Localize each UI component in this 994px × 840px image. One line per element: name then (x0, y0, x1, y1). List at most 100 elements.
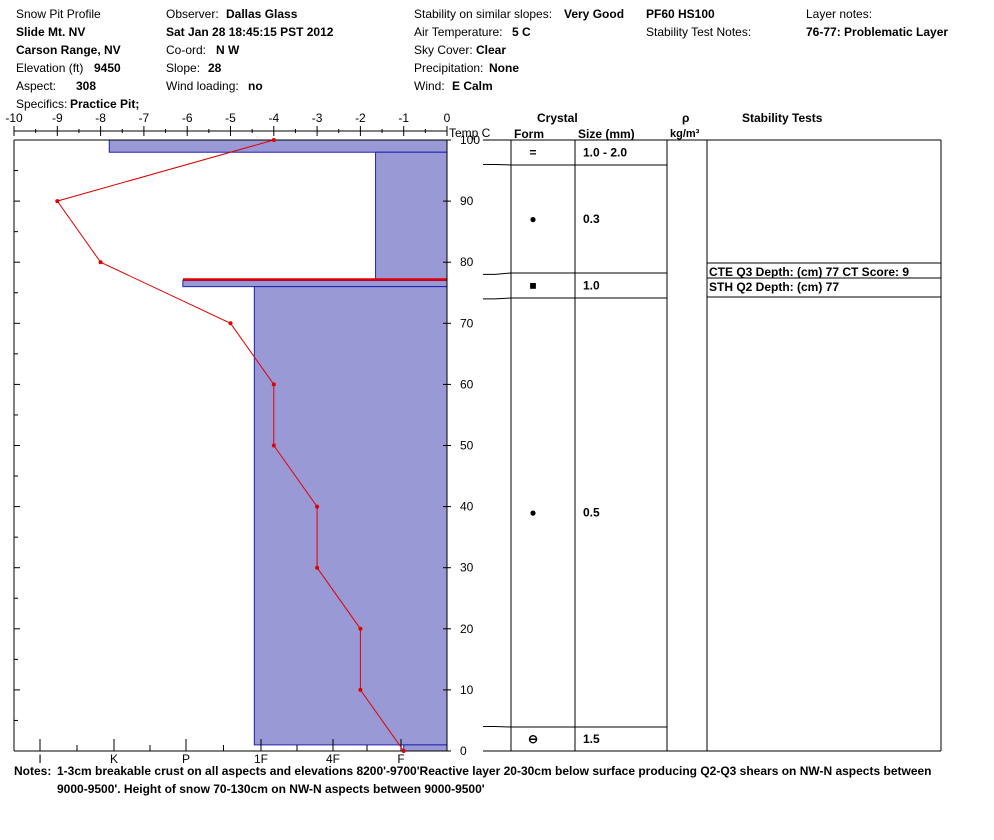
stability-test-result: STH Q2 Depth: (cm) 77 (709, 280, 839, 294)
layer-connector (483, 297, 512, 300)
pit-title: Snow Pit Profile (16, 7, 101, 21)
depth-tick-label: 20 (460, 622, 474, 636)
pf-hs: PF60 HS100 (646, 7, 715, 21)
sky-label: Sky Cover: (414, 43, 473, 57)
temp-tick-label: -3 (312, 111, 323, 125)
stability-notes-label: Stability Test Notes: (646, 25, 752, 39)
air-temp-value: 5 C (512, 25, 531, 39)
temp-tick-label: 0 (444, 111, 451, 125)
temp-tick-label: -2 (355, 111, 366, 125)
hardness-bar (375, 151, 448, 282)
temp-tick-label: -7 (139, 111, 150, 125)
aspect-label: Aspect: (16, 79, 57, 93)
specifics-label: Specifics: (16, 97, 68, 111)
temperature-point (271, 443, 276, 448)
datetime: Sat Jan 28 18:45:15 PST 2012 (166, 25, 334, 39)
coord-value: N W (216, 43, 240, 57)
rho-header: ρ (682, 111, 690, 125)
grain-size-value: 1.0 (583, 279, 600, 293)
sky-value: Clear (476, 43, 507, 57)
hardness-tick-label: 4F (326, 752, 340, 766)
temp-tick-label: -9 (52, 111, 63, 125)
wind-loading-label: Wind loading: (166, 79, 239, 93)
temperature-point (358, 687, 363, 692)
elevation-label: Elevation (ft) (16, 61, 84, 75)
notes-label: Notes: (14, 764, 52, 778)
temp-tick-label: -5 (225, 111, 236, 125)
layer-connector (483, 272, 512, 275)
layer-connector (483, 163, 512, 166)
hardness-bar (108, 139, 448, 153)
temperature-point (358, 626, 363, 631)
temperature-profile (55, 138, 406, 753)
depth-tick-label: 100 (460, 133, 480, 147)
layer-table: = 1.0 - 2.0 ● 0.3 ■ 1.0 ● 0.5 ⊖ 1.5 (483, 139, 942, 752)
depth-tick-label: 60 (460, 377, 474, 391)
depth-tick-label: 40 (460, 500, 474, 514)
observer-value: Dallas Glass (226, 7, 298, 21)
coord-label: Co-ord: (166, 43, 207, 57)
grain-form-symbol: ■ (529, 279, 536, 293)
size-header: Size (mm) (578, 127, 635, 141)
range: Carson Range, NV (16, 43, 121, 57)
hardness-tick-label: 1F (254, 752, 268, 766)
layer-note: 76-77: Problematic Layer (806, 25, 949, 39)
form-header: Form (514, 127, 544, 141)
depth-tick-label: 10 (460, 683, 474, 697)
hardness-axis: I K P 1F 4F F (38, 739, 405, 766)
temp-tick-label: -4 (268, 111, 279, 125)
grain-size-value: 0.5 (583, 506, 600, 520)
depth-tick-label: 0 (460, 744, 467, 758)
grain-size-value: 1.0 - 2.0 (583, 146, 627, 160)
wind-loading-value: no (248, 79, 263, 93)
depth-tick-label: 80 (460, 255, 474, 269)
depth-tick-label: 30 (460, 561, 474, 575)
stability-value: Very Good (564, 7, 625, 21)
depth-tick-label: 90 (460, 194, 474, 208)
temp-unit-label: Temp C (449, 126, 491, 140)
temperature-point (401, 749, 406, 753)
hardness-bars (108, 139, 448, 752)
crystal-header: Crystal (537, 111, 578, 125)
grain-form-symbol: ● (529, 506, 536, 520)
density-unit-header: kg/m³ (670, 128, 700, 140)
slope-value: 28 (208, 61, 222, 75)
slope-label: Slope: (166, 61, 201, 75)
hardness-bar (253, 286, 448, 746)
layer-notes-label: Layer notes: (806, 7, 873, 21)
depth-tick-label: 50 (460, 439, 474, 453)
observer-label: Observer: (166, 7, 219, 21)
hardness-bar (182, 280, 448, 288)
grain-form-symbol: ⊖ (528, 732, 538, 746)
temp-tick-label: -8 (95, 111, 106, 125)
notes-line-2: 9000-9500'. Height of snow 70-130cm on N… (57, 782, 485, 796)
temp-tick-label: -10 (5, 111, 23, 125)
stability-tests-header: Stability Tests (742, 111, 823, 125)
temp-tick-label: -6 (182, 111, 193, 125)
stability-label: Stability on similar slopes: (414, 7, 553, 21)
elevation-value: 9450 (94, 61, 121, 75)
hardness-tick-label: F (397, 752, 404, 766)
air-temp-label: Air Temperature: (414, 25, 503, 39)
temp-tick-label: -1 (398, 111, 409, 125)
grain-form-symbol: = (529, 146, 536, 160)
location: Slide Mt. NV (16, 25, 86, 39)
hardness-bar (403, 744, 448, 752)
hardness-tick-label: P (182, 752, 190, 766)
temperature-point (315, 565, 320, 570)
grain-size-value: 0.3 (583, 212, 600, 226)
temperature-point (315, 504, 320, 509)
aspect-value: 308 (76, 79, 97, 93)
depth-tick-label: 70 (460, 316, 474, 330)
temperature-point (271, 382, 276, 387)
temperature-axis: -10 -9 -8 -7 -6 -5 -4 -3 -2 -1 0 (5, 111, 451, 136)
stability-test-result: CTE Q3 Depth: (cm) 77 CT Score: 9 (709, 265, 909, 279)
temperature-point (271, 138, 276, 142)
temperature-point (98, 260, 103, 265)
temperature-point (55, 199, 60, 204)
notes-line-1: 1-3cm breakable crust on all aspects and… (57, 764, 932, 778)
grain-size-value: 1.5 (583, 732, 600, 746)
